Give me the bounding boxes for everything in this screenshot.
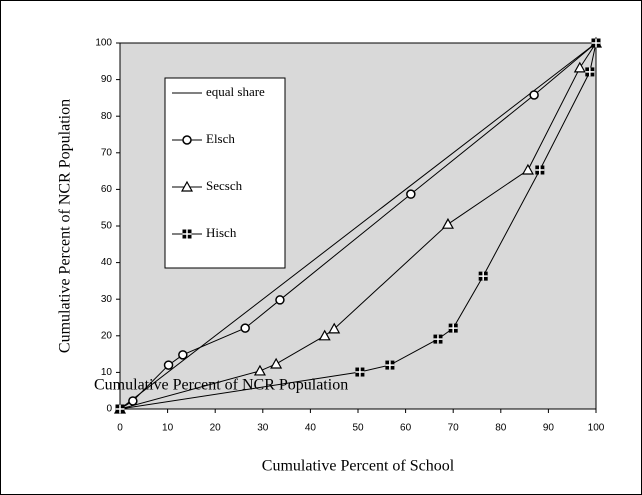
legend-label: equal share — [206, 84, 265, 99]
x-tick-label: 70 — [448, 423, 460, 434]
marker — [270, 357, 283, 369]
x-tick-label: 80 — [495, 423, 507, 434]
x-tick-label: 100 — [588, 423, 605, 434]
marker-cross — [585, 67, 595, 77]
marker — [115, 404, 125, 414]
y-tick-label: 90 — [101, 74, 113, 85]
marker — [240, 323, 250, 333]
marker — [318, 329, 331, 341]
marker — [178, 350, 188, 360]
y-axis-label: Cumulative Percent of NCR Population — [57, 99, 74, 353]
marker — [275, 295, 285, 305]
y-tick-label: 40 — [101, 257, 113, 268]
marker-cross — [385, 360, 395, 370]
y-tick-label: 70 — [101, 147, 113, 158]
marker-cross — [433, 334, 443, 344]
x-tick-label: 0 — [117, 423, 123, 434]
marker-cross — [182, 229, 192, 239]
marker-cross — [478, 271, 488, 281]
marker — [529, 90, 539, 100]
marker — [433, 334, 443, 344]
marker — [521, 163, 534, 175]
marker — [406, 189, 416, 199]
marker — [585, 67, 595, 77]
x-tick-label: 10 — [162, 423, 174, 434]
y-tick-label: 60 — [101, 184, 113, 195]
marker — [328, 322, 341, 334]
y-tick-label: 50 — [101, 221, 113, 232]
marker-cross — [355, 367, 365, 377]
x-tick-label: 50 — [352, 423, 364, 434]
legend-label: Secsch — [206, 178, 243, 193]
marker-cross — [448, 323, 458, 333]
marker — [448, 323, 458, 333]
marker — [182, 229, 192, 239]
x-tick-label: 20 — [210, 423, 222, 434]
marker — [573, 61, 586, 73]
marker-cross — [535, 165, 545, 175]
annotation: Cumulative Percent of NCR Population — [94, 377, 348, 394]
y-tick-label: 80 — [101, 111, 113, 122]
x-tick-label: 90 — [543, 423, 555, 434]
y-tick-label: 30 — [101, 294, 113, 305]
x-axis-label: Cumulative Percent of School — [262, 458, 455, 475]
marker — [128, 396, 138, 406]
legend-label: Hisch — [206, 225, 237, 240]
x-tick-label: 40 — [305, 423, 317, 434]
y-tick-label: 10 — [101, 367, 113, 378]
marker-cross — [115, 404, 125, 414]
marker — [180, 180, 194, 192]
y-tick-label: 0 — [106, 404, 112, 415]
marker — [253, 364, 266, 376]
marker — [478, 271, 488, 281]
marker-cross — [591, 38, 601, 48]
x-tick-label: 30 — [257, 423, 269, 434]
x-tick-label: 60 — [400, 423, 412, 434]
y-tick-label: 100 — [95, 38, 112, 49]
y-tick-label: 20 — [101, 330, 113, 341]
marker — [441, 217, 454, 229]
legend-label: Elsch — [206, 131, 235, 146]
marker — [182, 135, 192, 145]
marker — [385, 360, 395, 370]
marker — [355, 367, 365, 377]
marker — [163, 360, 174, 370]
marker — [535, 165, 545, 175]
marker — [591, 38, 601, 48]
